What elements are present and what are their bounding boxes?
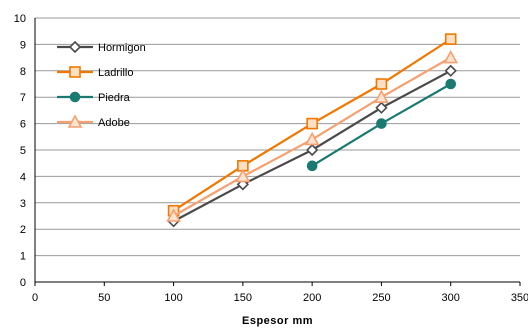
x-tick-labels: 0 50 100 150 200 250 300 350	[32, 292, 528, 304]
legend-label-piedra: Piedra	[98, 92, 131, 104]
series-layer	[166, 33, 459, 228]
x-tick-label: 300	[442, 292, 460, 304]
x-axis-title: Espesor mm	[242, 315, 313, 327]
series-ladrillo	[167, 33, 457, 217]
y-tick-label: 2	[20, 224, 26, 236]
legend-item-adobe: Adobe	[57, 114, 130, 129]
legend-item-piedra: Piedra	[57, 91, 131, 104]
legend-marker-piedra	[69, 91, 81, 103]
y-tick-label: 1	[20, 251, 26, 263]
data-point-adobe	[166, 208, 181, 222]
y-tick-label: 7	[20, 92, 26, 104]
data-point-piedra	[445, 78, 457, 90]
data-point-adobe	[304, 131, 320, 146]
y-tick-label: 3	[20, 198, 26, 210]
legend-label-adobe: Adobe	[98, 117, 130, 129]
axes	[34, 18, 521, 286]
series-adobe	[166, 49, 459, 222]
series-hormigon	[167, 64, 457, 228]
y-tick-label: 4	[20, 171, 26, 183]
data-point-adobe	[374, 89, 389, 103]
series-piedra	[306, 78, 457, 172]
y-tick-label: 9	[20, 39, 26, 51]
data-point-hormigon	[306, 143, 319, 157]
data-point-adobe	[443, 49, 459, 64]
y-tick-label: 5	[20, 145, 26, 157]
data-point-hormigon	[375, 101, 388, 114]
x-tick-label: 350	[511, 292, 528, 304]
y-tick-label: 8	[20, 66, 26, 78]
x-tick-label: 100	[164, 292, 182, 304]
data-point-adobe	[235, 168, 251, 183]
legend-label-hormigon: Hormigon	[98, 42, 146, 54]
legend-marker-hormigon	[68, 40, 82, 54]
y-tick-label: 0	[20, 277, 26, 289]
gridlines	[35, 17, 520, 257]
x-tick-label: 150	[234, 292, 252, 304]
legend: Hormigon Ladrillo Piedra Adobe	[57, 40, 146, 129]
data-point-ladrillo	[306, 117, 318, 130]
x-tick-label: 50	[98, 292, 110, 304]
legend-item-hormigon: Hormigon	[57, 40, 146, 54]
x-tick-label: 250	[372, 292, 390, 304]
data-point-hormigon	[444, 64, 457, 77]
data-point-ladrillo	[444, 33, 457, 45]
legend-marker-adobe	[67, 114, 83, 128]
y-tick-labels: 0 1 2 3 4 5 6 7 8 9 10	[14, 13, 26, 289]
data-point-ladrillo	[375, 78, 388, 90]
data-point-piedra	[376, 118, 387, 129]
legend-marker-ladrillo	[69, 66, 81, 78]
y-tick-label: 6	[20, 119, 26, 131]
x-tick-label: 200	[303, 292, 321, 304]
legend-label-ladrillo: Ladrillo	[98, 67, 133, 79]
y-tick-label: 10	[14, 13, 26, 25]
x-tick-label: 0	[32, 292, 38, 304]
legend-item-ladrillo: Ladrillo	[57, 66, 133, 79]
data-point-piedra	[306, 160, 318, 172]
